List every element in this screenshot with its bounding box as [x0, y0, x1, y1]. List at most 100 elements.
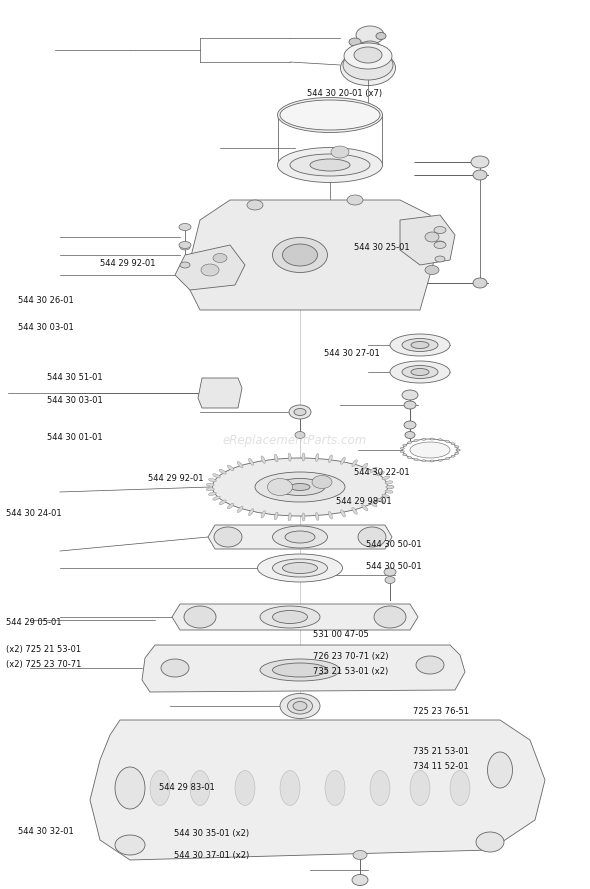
Text: 735 21 53-01 (x2): 735 21 53-01 (x2) — [313, 667, 388, 676]
Ellipse shape — [208, 493, 217, 495]
Ellipse shape — [261, 510, 266, 518]
Text: 544 30 27-01: 544 30 27-01 — [324, 349, 380, 358]
Text: 544 30 32-01: 544 30 32-01 — [18, 827, 73, 836]
Ellipse shape — [487, 752, 513, 788]
Ellipse shape — [384, 568, 396, 576]
Polygon shape — [400, 215, 455, 265]
Ellipse shape — [161, 659, 189, 677]
Ellipse shape — [450, 771, 470, 805]
Text: 544 29 05-01: 544 29 05-01 — [6, 618, 61, 627]
Ellipse shape — [349, 38, 361, 46]
Ellipse shape — [190, 771, 210, 805]
Ellipse shape — [273, 611, 307, 623]
Ellipse shape — [302, 513, 305, 521]
Ellipse shape — [180, 262, 190, 268]
Ellipse shape — [237, 461, 243, 468]
Polygon shape — [90, 720, 545, 860]
Ellipse shape — [434, 227, 446, 234]
Ellipse shape — [404, 421, 416, 429]
Ellipse shape — [456, 449, 460, 451]
Ellipse shape — [294, 409, 306, 415]
Ellipse shape — [208, 478, 217, 482]
Ellipse shape — [402, 365, 438, 379]
Ellipse shape — [408, 442, 411, 444]
Polygon shape — [185, 200, 440, 310]
Ellipse shape — [277, 148, 382, 182]
Ellipse shape — [353, 851, 367, 860]
Text: 544 30 50-01: 544 30 50-01 — [366, 541, 421, 549]
Ellipse shape — [405, 431, 415, 438]
Ellipse shape — [248, 459, 254, 465]
Ellipse shape — [289, 405, 311, 419]
Ellipse shape — [374, 606, 406, 628]
Ellipse shape — [273, 559, 327, 577]
Text: 544 30 03-01: 544 30 03-01 — [18, 323, 73, 332]
Ellipse shape — [331, 146, 349, 158]
Ellipse shape — [445, 458, 450, 460]
Ellipse shape — [280, 771, 300, 805]
Ellipse shape — [377, 471, 384, 476]
Ellipse shape — [247, 200, 263, 210]
Ellipse shape — [325, 771, 345, 805]
Text: 544 30 03-01: 544 30 03-01 — [47, 396, 103, 405]
Ellipse shape — [422, 460, 426, 461]
Ellipse shape — [310, 159, 350, 171]
Ellipse shape — [285, 531, 315, 543]
Ellipse shape — [275, 478, 325, 495]
Ellipse shape — [179, 223, 191, 230]
Ellipse shape — [115, 835, 145, 855]
Ellipse shape — [344, 43, 392, 69]
Ellipse shape — [400, 451, 404, 453]
Ellipse shape — [274, 454, 278, 462]
Text: 544 30 20-01 (x7): 544 30 20-01 (x7) — [307, 89, 382, 98]
Ellipse shape — [273, 663, 327, 677]
Text: eReplacementParts.com: eReplacementParts.com — [223, 434, 367, 446]
Ellipse shape — [184, 606, 216, 628]
Ellipse shape — [382, 494, 389, 498]
Ellipse shape — [356, 26, 384, 44]
Ellipse shape — [329, 455, 332, 462]
Ellipse shape — [425, 232, 439, 242]
Ellipse shape — [277, 98, 382, 132]
Ellipse shape — [455, 453, 459, 454]
Text: 726 23 70-71 (x2): 726 23 70-71 (x2) — [313, 652, 388, 661]
Text: 725 23 76-51: 725 23 76-51 — [413, 707, 469, 716]
Ellipse shape — [414, 439, 418, 442]
Ellipse shape — [316, 513, 319, 520]
Ellipse shape — [257, 554, 343, 582]
Ellipse shape — [213, 253, 227, 262]
Ellipse shape — [438, 439, 442, 441]
Ellipse shape — [201, 264, 219, 276]
Ellipse shape — [362, 505, 368, 511]
Ellipse shape — [404, 401, 416, 409]
Ellipse shape — [416, 656, 444, 674]
Ellipse shape — [370, 771, 390, 805]
Ellipse shape — [227, 503, 234, 509]
Text: 544 30 35-01 (x2): 544 30 35-01 (x2) — [174, 829, 249, 838]
Ellipse shape — [402, 339, 438, 351]
Text: 544 29 92-01: 544 29 92-01 — [148, 474, 203, 483]
Ellipse shape — [213, 474, 220, 477]
Text: (x2) 725 23 70-71: (x2) 725 23 70-71 — [6, 661, 81, 669]
Ellipse shape — [329, 511, 332, 519]
Ellipse shape — [273, 237, 327, 273]
Ellipse shape — [312, 476, 332, 488]
Ellipse shape — [293, 701, 307, 710]
Polygon shape — [208, 525, 392, 549]
Polygon shape — [172, 604, 418, 630]
Ellipse shape — [430, 460, 434, 462]
Ellipse shape — [476, 832, 504, 852]
Ellipse shape — [434, 242, 446, 249]
Ellipse shape — [302, 453, 305, 461]
Ellipse shape — [288, 453, 291, 461]
Ellipse shape — [438, 460, 442, 461]
Ellipse shape — [179, 242, 191, 249]
Ellipse shape — [402, 390, 418, 400]
Ellipse shape — [295, 431, 305, 438]
Ellipse shape — [385, 576, 395, 583]
Ellipse shape — [403, 444, 407, 446]
Ellipse shape — [237, 506, 243, 513]
Ellipse shape — [410, 771, 430, 805]
Ellipse shape — [414, 459, 418, 461]
Ellipse shape — [377, 498, 384, 502]
